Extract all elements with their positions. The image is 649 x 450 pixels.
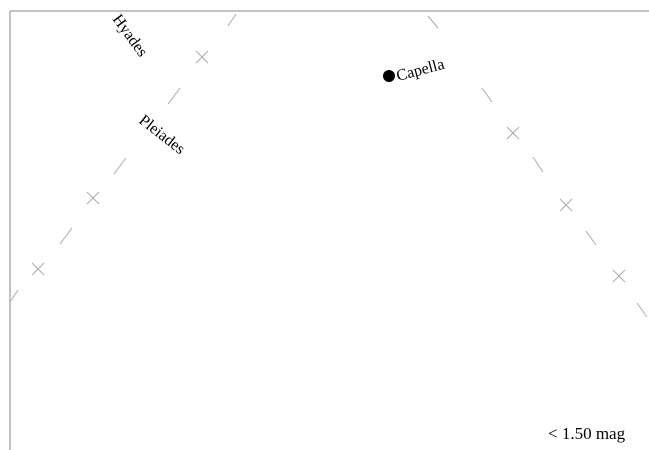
track-marker xyxy=(612,269,626,283)
capella-star xyxy=(383,70,395,82)
right-track-markers xyxy=(506,126,626,283)
track-marker xyxy=(31,262,45,276)
capella-label: Capella xyxy=(395,56,447,85)
right-track xyxy=(427,15,648,318)
pleiades-label: Pleiades xyxy=(136,112,188,158)
track-marker xyxy=(86,191,100,205)
track-marker xyxy=(559,198,573,212)
left-track-markers xyxy=(31,50,209,276)
hyades-label: Hyades xyxy=(109,11,151,60)
left-track xyxy=(9,13,237,303)
track-marker xyxy=(506,126,520,140)
magnitude-legend: < 1.50 mag xyxy=(548,424,626,443)
track-marker xyxy=(195,50,209,64)
